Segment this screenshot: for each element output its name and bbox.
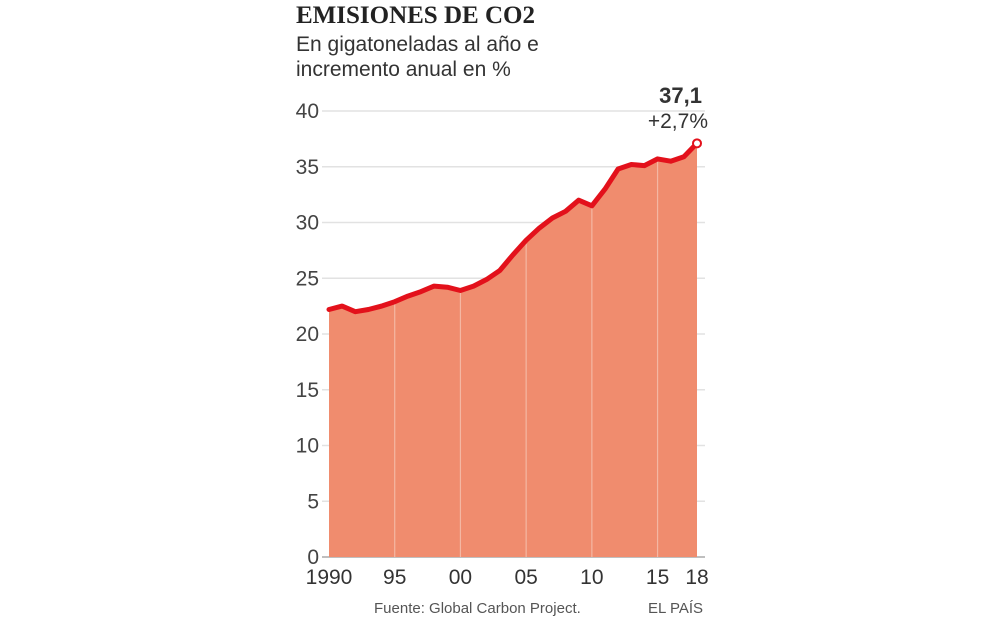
y-tick-label: 25 [296, 267, 319, 290]
annotations: 37,1+2,7% [648, 83, 708, 133]
x-tick-label: 1990 [306, 566, 353, 589]
data-point-2018 [692, 138, 702, 149]
chart-subtitle: En gigatoneladas al año e incremento anu… [296, 32, 616, 82]
y-tick-label: 40 [296, 100, 319, 123]
x-tick-label: 95 [383, 566, 406, 589]
annotation-value: 37,1 [659, 83, 702, 108]
subtitle-line-2: incremento anual en % [296, 58, 511, 81]
chart-title: EMISIONES DE CO2 [296, 2, 535, 29]
vertical-gridlines [394, 158, 659, 557]
brand-label: EL PAÍS [648, 600, 704, 617]
x-axis-ticks: 1990 95 00 05 10 15 18 [306, 566, 709, 589]
x-tick-label: 05 [514, 566, 537, 589]
y-tick-label: 30 [296, 212, 319, 235]
emissions-area [329, 143, 697, 558]
subtitle-line-1: En gigatoneladas al año e [296, 33, 539, 56]
x-tick-label: 00 [449, 566, 472, 589]
emissions-line [326, 140, 700, 315]
area-layer [329, 143, 697, 558]
y-tick-label: 15 [296, 379, 319, 402]
y-tick-label: 10 [296, 435, 319, 458]
y-tick-label: 5 [307, 490, 319, 513]
y-tick-label: 20 [296, 323, 319, 346]
x-tick-label: 10 [580, 566, 603, 589]
source-note: Fuente: Global Carbon Project. [374, 600, 581, 617]
line-layer [326, 138, 702, 315]
y-tick-label: 35 [296, 156, 319, 179]
annotation-change: +2,7% [648, 110, 708, 133]
y-axis-ticks: 0 5 10 15 20 25 30 35 40 [296, 100, 319, 569]
x-tick-label: 18 [685, 566, 708, 589]
x-tick-label: 15 [646, 566, 669, 589]
y-tick-label: 0 [307, 546, 319, 569]
